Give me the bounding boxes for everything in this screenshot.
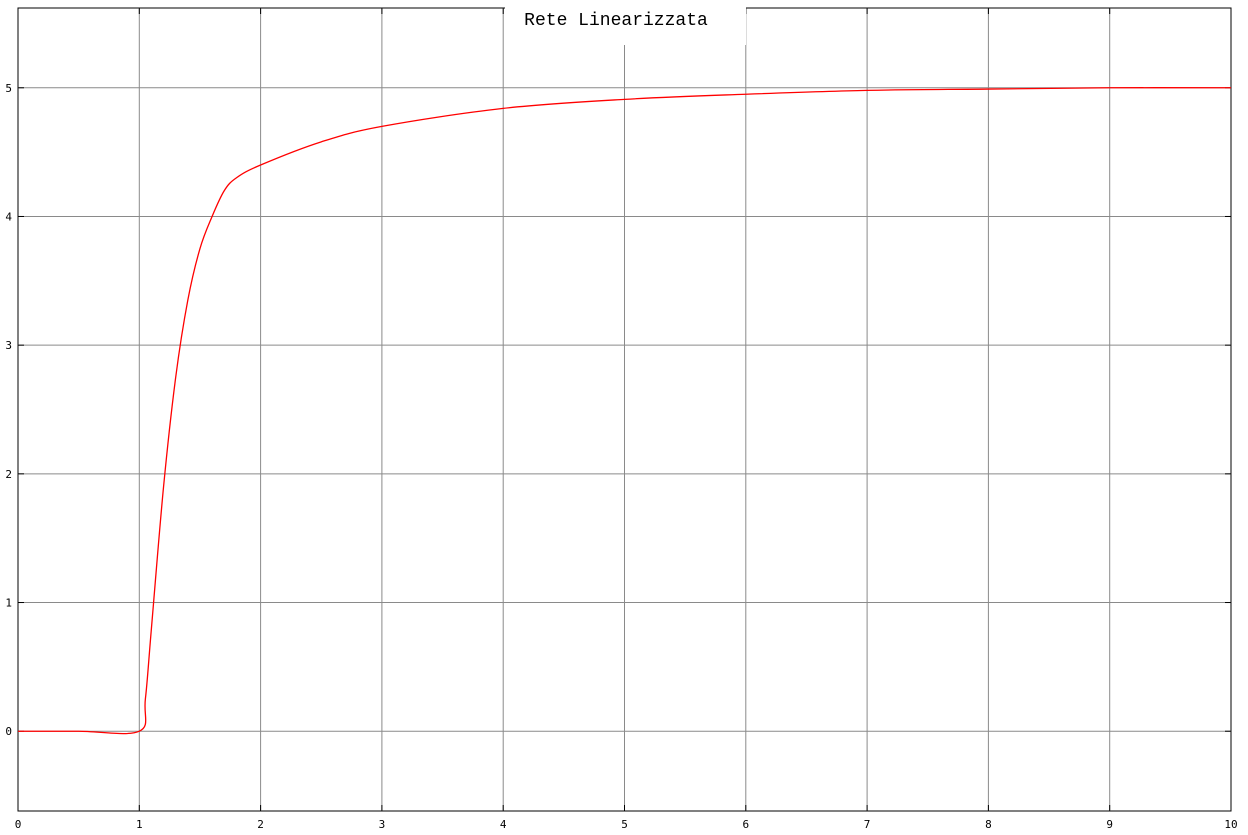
grid <box>18 8 1231 811</box>
x-tick-label: 3 <box>379 818 386 831</box>
y-tick-label: 1 <box>5 597 12 610</box>
x-tick-label: 10 <box>1224 818 1237 831</box>
y-tick-label: 2 <box>5 468 12 481</box>
y-tick-label: 5 <box>5 82 12 95</box>
x-tick-label: 5 <box>621 818 628 831</box>
title-background <box>505 0 746 45</box>
x-tick-label: 1 <box>136 818 143 831</box>
y-tick-label: 0 <box>5 725 12 738</box>
series-line <box>18 87 1232 735</box>
y-tick-label: 4 <box>5 210 12 223</box>
x-tick-label: 7 <box>864 818 871 831</box>
x-tick-label: 6 <box>742 818 749 831</box>
x-tick-label: 2 <box>257 818 264 831</box>
series <box>18 87 1232 735</box>
x-tick-label: 4 <box>500 818 507 831</box>
ticks: 0 1 2 3 4 5 6 7 8 9 10 0 1 2 3 4 5 <box>5 8 1238 831</box>
x-tick-label: 0 <box>15 818 22 831</box>
x-tick-label: 8 <box>985 818 992 831</box>
chart-title: Rete Linearizzata <box>524 11 708 31</box>
y-tick-label: 3 <box>5 339 12 352</box>
x-tick-label: 9 <box>1106 818 1113 831</box>
